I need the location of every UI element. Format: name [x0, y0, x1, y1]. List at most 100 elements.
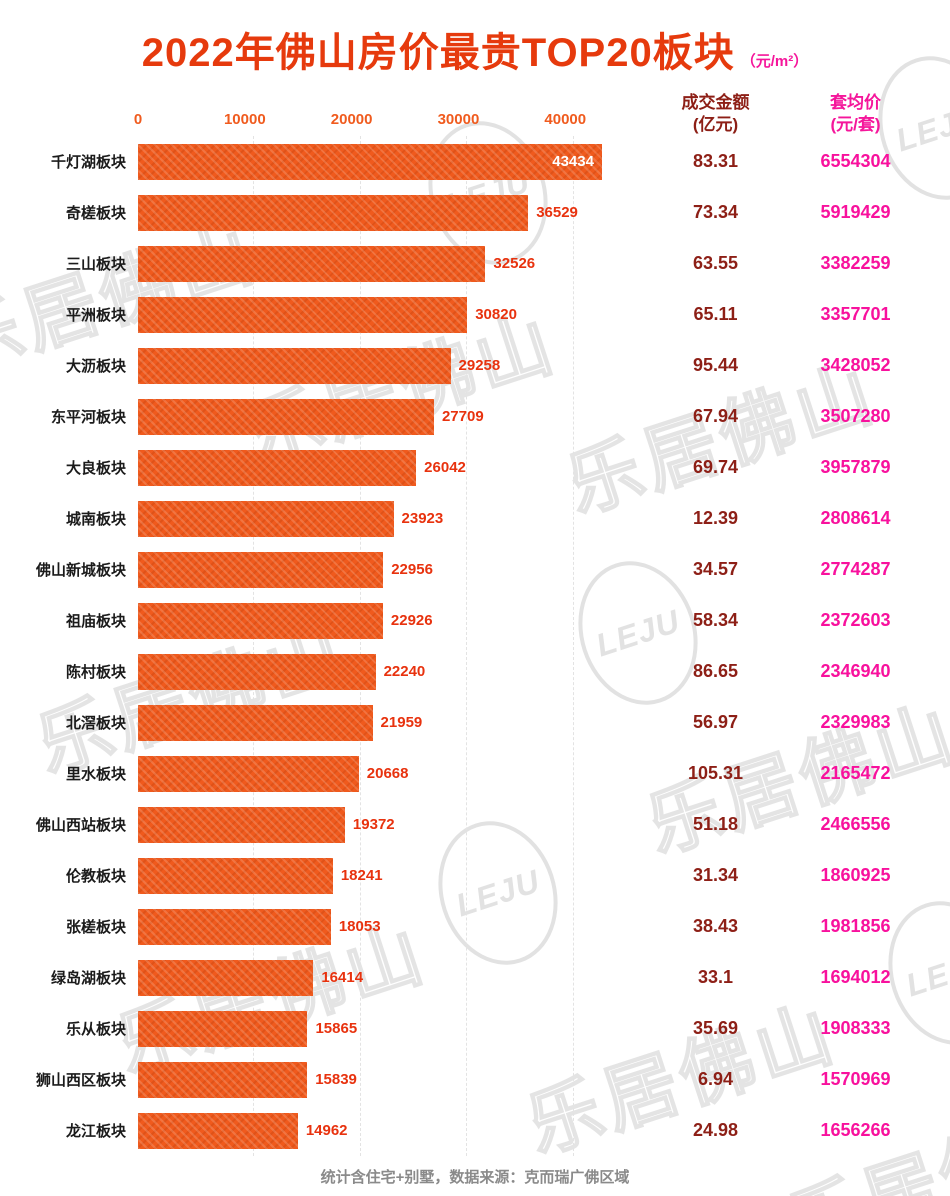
bar-track: 14962: [138, 1112, 608, 1149]
avg-price-value: 1908333: [820, 1018, 891, 1038]
avg-column-header: 套均价 (元/套): [788, 92, 923, 136]
bar: [138, 245, 486, 282]
bar-track: 21959: [138, 704, 608, 741]
bar-value-label: 15865: [315, 1020, 358, 1037]
title-unit: （元/m²）: [740, 53, 809, 70]
axis-tick: 40000: [544, 111, 587, 128]
bar-value-label: 43434: [552, 153, 594, 170]
amount-value: 33.1: [697, 967, 734, 987]
category-label: 里水板块: [65, 766, 126, 783]
bar-value-label: 15839: [315, 1071, 357, 1088]
bar-value-label: 36529: [536, 204, 578, 221]
bar-value-label: 23923: [401, 510, 444, 527]
amount-value: 51.18: [692, 814, 739, 834]
avg-price-value: 1694012: [820, 967, 891, 987]
bar-track: 15865: [138, 1010, 608, 1047]
table-row: 三山板块 32526 63.55 3382259: [8, 238, 942, 289]
category-label: 东平河板块: [50, 409, 126, 426]
column-headers: 0 10000 20000 30000 40000 成交金额 (亿元) 套均价 (元/套…: [8, 82, 942, 136]
category-label: 大良板块: [65, 460, 126, 477]
bar-value-label: 27709: [441, 408, 484, 425]
bar-value-label: 29258: [458, 357, 501, 374]
table-row: 千灯湖板块 43434 83.31 6554304: [8, 136, 942, 187]
bar-track: 43434: [138, 143, 608, 180]
bar-value-label: 18053: [338, 918, 381, 935]
avg-price-value: 2466556: [820, 814, 891, 834]
bar: [138, 704, 373, 741]
table-row: 北滘板块 21959 56.97 2329983: [8, 697, 942, 748]
category-label: 张槎板块: [65, 919, 126, 936]
bar: [138, 500, 394, 537]
bar-track: 15839: [138, 1061, 608, 1098]
table-row: 张槎板块 18053 38.43 1981856: [8, 901, 942, 952]
axis-tick: 0: [133, 111, 143, 128]
bar-value-label: 30820: [475, 306, 517, 323]
category-label: 伦教板块: [65, 868, 126, 885]
title-row: 2022年佛山房价最贵TOP20板块 （元/m²）: [8, 20, 942, 78]
bar-value-label: 26042: [424, 459, 466, 476]
avg-price-value: 2808614: [820, 508, 891, 528]
table-row: 大沥板块 29258 95.44 3428052: [8, 340, 942, 391]
category-label: 平洲板块: [65, 307, 126, 324]
gridlines: [146, 136, 616, 1156]
bar-value-label: 19372: [352, 816, 395, 833]
amount-value: 6.94: [697, 1069, 734, 1089]
bar-value-label: 18241: [340, 867, 383, 884]
bar: [138, 398, 434, 435]
amount-value: 24.98: [692, 1120, 739, 1140]
avg-price-value: 2329983: [820, 712, 891, 732]
bar-track: 27709: [138, 398, 608, 435]
category-label: 三山板块: [65, 256, 126, 273]
bar: [138, 551, 384, 588]
amount-value: 105.31: [687, 763, 744, 783]
amount-value: 58.34: [692, 610, 739, 630]
amount-value: 69.74: [692, 457, 739, 477]
gridline: [466, 136, 468, 1156]
bar-track: 22926: [138, 602, 608, 639]
table-row: 绿岛湖板块 16414 33.1 1694012: [8, 952, 942, 1003]
bar: [138, 449, 417, 486]
amount-value: 95.44: [692, 355, 739, 375]
bar: [138, 908, 331, 945]
gridline: [573, 136, 575, 1156]
avg-price-value: 2372603: [820, 610, 891, 630]
amount-value: 31.34: [692, 865, 739, 885]
avg-price-value: 1981856: [820, 916, 891, 936]
axis-tick: 30000: [437, 111, 480, 128]
category-label: 北滘板块: [65, 715, 126, 732]
category-label: 大沥板块: [65, 358, 126, 375]
amount-header-line2: (亿元): [692, 114, 739, 134]
bar-value-label: 22926: [390, 612, 433, 629]
bar-rows: 千灯湖板块 43434 83.31 6554304 奇槎板块 36529 73.…: [8, 136, 942, 1156]
amount-value: 56.97: [692, 712, 739, 732]
amount-value: 12.39: [692, 508, 739, 528]
bar: [138, 1061, 308, 1098]
table-row: 乐从板块 15865 35.69 1908333: [8, 1003, 942, 1054]
bar-track: 29258: [138, 347, 608, 384]
bar-track: 22956: [138, 551, 608, 588]
amount-value: 65.11: [693, 304, 738, 324]
bar: [138, 857, 333, 894]
bar-track: 22240: [138, 653, 608, 690]
category-label: 奇槎板块: [65, 205, 126, 222]
avg-price-value: 3428052: [820, 355, 891, 375]
avg-price-value: 1656266: [820, 1120, 891, 1140]
category-label: 佛山西站板块: [35, 817, 126, 834]
avg-price-value: 3357701: [820, 304, 891, 324]
amount-value: 73.34: [692, 202, 739, 222]
avg-price-value: 1570969: [820, 1069, 891, 1089]
avg-price-value: 3382259: [820, 253, 891, 273]
bar-track: 30820: [138, 296, 608, 333]
bar-value-label: 21959: [380, 714, 423, 731]
page-title: 2022年佛山房价最贵TOP20板块: [141, 31, 735, 75]
bar-track: 32526: [138, 245, 608, 282]
axis-tick: 10000: [223, 111, 266, 128]
bar: [138, 1010, 308, 1047]
avg-price-value: 2346940: [820, 661, 891, 681]
avg-header-line2: (元/套): [830, 114, 881, 134]
avg-price-value: 3507280: [820, 406, 891, 426]
amount-value: 83.31: [692, 151, 739, 171]
bar-value-label: 32526: [493, 255, 536, 272]
footnote: 统计含住宅+别墅，数据来源：克而瑞广佛区域: [320, 1169, 630, 1186]
